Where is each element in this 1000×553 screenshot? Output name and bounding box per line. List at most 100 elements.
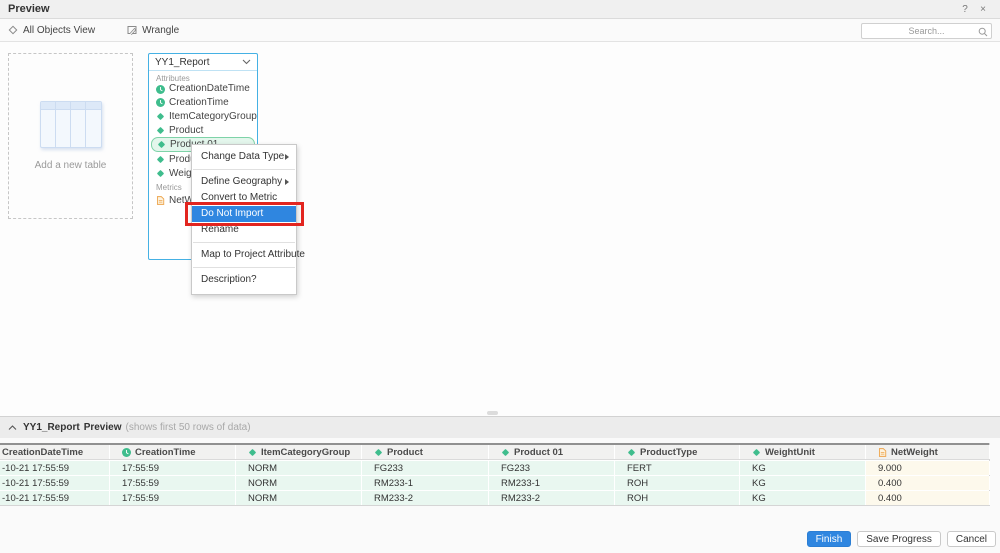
menu-separator bbox=[193, 267, 295, 268]
table-cell: NORM bbox=[236, 461, 362, 475]
table-cell: 0.400 bbox=[866, 491, 990, 505]
cancel-button[interactable]: Cancel bbox=[946, 531, 996, 547]
import-canvas: Add a new table YY1_Report Attributes Cr… bbox=[0, 42, 1000, 416]
dataset-card-title: YY1_Report bbox=[155, 56, 210, 68]
menu-separator bbox=[193, 242, 295, 243]
table-cell: 17:55:59 bbox=[110, 476, 236, 490]
column-header-creationdatetime[interactable]: CreationDateTime bbox=[0, 445, 110, 459]
wrangle-label: Wrangle bbox=[142, 24, 180, 36]
column-header-itemcategorygroup[interactable]: ItemCategoryGroup bbox=[236, 445, 362, 459]
add-new-table-label: Add a new table bbox=[34, 160, 107, 171]
diamond-icon bbox=[752, 448, 761, 457]
column-header-label: CreationTime bbox=[135, 446, 196, 458]
menu-item-rename[interactable]: Rename bbox=[201, 224, 239, 235]
menu-separator bbox=[193, 169, 295, 170]
menu-item-do-not-import[interactable]: Do Not Import bbox=[185, 202, 304, 226]
finish-button[interactable]: Finish bbox=[806, 531, 852, 547]
close-button[interactable]: × bbox=[980, 3, 986, 15]
wrangle-icon bbox=[127, 25, 137, 35]
table-row: -10-21 17:55:59 17:55:59 NORM RM233-1 RM233-… bbox=[0, 476, 990, 490]
menu-item-description-[interactable]: Description? bbox=[201, 274, 257, 285]
search-input[interactable] bbox=[861, 23, 992, 39]
table-cell: FG233 bbox=[489, 461, 615, 475]
table-cell: -10-21 17:55:59 bbox=[0, 461, 110, 475]
search-box bbox=[861, 21, 992, 39]
metric-icon bbox=[156, 195, 165, 205]
column-header-label: Product bbox=[387, 446, 423, 458]
table-row: -10-21 17:55:59 17:55:59 NORM FG233 FG233 FER… bbox=[0, 461, 990, 475]
context-menu: Change Data Type Define Geography Convert … bbox=[185, 144, 305, 295]
column-header-product[interactable]: Product bbox=[362, 445, 489, 459]
save-progress-button[interactable]: Save Progress bbox=[857, 531, 941, 547]
metric-icon bbox=[878, 447, 887, 457]
table-cell: FG233 bbox=[362, 461, 489, 475]
all-objects-view-button[interactable]: All Objects View bbox=[8, 25, 95, 36]
splitter-grip[interactable] bbox=[487, 411, 498, 415]
menu-item-convert-to-metric[interactable]: Convert to Metric bbox=[201, 192, 278, 203]
submenu-arrow-icon bbox=[285, 154, 289, 160]
footer-buttons: Finish Save Progress Cancel bbox=[806, 531, 996, 547]
column-header-label: ItemCategoryGroup bbox=[261, 446, 351, 458]
table-body: -10-21 17:55:59 17:55:59 NORM FG233 FG233 FER… bbox=[0, 461, 990, 505]
menu-item-define-geography[interactable]: Define Geography bbox=[192, 174, 296, 190]
column-header-producttype[interactable]: ProductType bbox=[615, 445, 740, 459]
table-header-row: CreationDateTime CreationTime ItemCategory… bbox=[0, 443, 990, 460]
submenu-arrow-icon bbox=[285, 179, 289, 185]
collapse-chevron-icon[interactable] bbox=[8, 424, 17, 431]
help-button[interactable]: ? bbox=[962, 3, 968, 15]
diamond-icon bbox=[627, 448, 636, 457]
clock-icon bbox=[156, 97, 165, 107]
table-cell: NORM bbox=[236, 476, 362, 490]
attribute-label: ItemCategoryGroup bbox=[169, 110, 257, 122]
wrangle-button[interactable]: Wrangle bbox=[127, 25, 179, 36]
preview-note: (shows first 50 rows of data) bbox=[125, 422, 251, 433]
table-cell: ROH bbox=[615, 476, 740, 490]
attribute-label: Product bbox=[169, 124, 204, 136]
card-attribute-creationdatetime[interactable]: CreationDateTime bbox=[149, 84, 257, 95]
column-header-label: Product 01 bbox=[514, 446, 564, 458]
card-attribute-product[interactable]: Product bbox=[149, 123, 257, 137]
menu-item-map-to-project-attribute[interactable]: Map to Project Attribute bbox=[201, 249, 305, 260]
attribute-label: CreationDateTime bbox=[169, 84, 250, 94]
column-header-creationtime[interactable]: CreationTime bbox=[110, 445, 236, 459]
table-cell: ROH bbox=[615, 491, 740, 505]
column-header-netweight[interactable]: NetWeight bbox=[866, 445, 990, 459]
menu-item-change-data-type[interactable]: Change Data Type bbox=[192, 149, 296, 165]
attributes-section-label: Attributes bbox=[156, 74, 190, 83]
table-placeholder-icon bbox=[39, 101, 102, 148]
card-attribute-creationtime[interactable]: CreationTime bbox=[149, 95, 257, 109]
clock-icon bbox=[156, 85, 165, 94]
column-header-weightunit[interactable]: WeightUnit bbox=[740, 445, 866, 459]
attribute-label: CreationTime bbox=[169, 96, 229, 108]
diamond-icon bbox=[156, 126, 165, 135]
chevron-down-icon[interactable] bbox=[242, 59, 251, 65]
table-cell: KG bbox=[740, 476, 866, 490]
dialog-titlebar: Preview ? × bbox=[0, 0, 1000, 19]
diamond-icon bbox=[501, 448, 510, 457]
column-header-label: ProductType bbox=[640, 446, 698, 458]
preview-label: Preview bbox=[83, 422, 122, 433]
all-objects-view-label: All Objects View bbox=[23, 24, 96, 36]
table-cell: KG bbox=[740, 491, 866, 505]
table-cell: 9.000 bbox=[866, 461, 990, 475]
dataset-card-header[interactable]: YY1_Report bbox=[149, 54, 257, 71]
column-header-label: NetWeight bbox=[891, 446, 938, 458]
diamond-icon bbox=[157, 140, 166, 149]
dialog-title: Preview bbox=[8, 3, 50, 15]
diamond-icon bbox=[248, 448, 257, 457]
diamond-icon bbox=[156, 169, 165, 178]
search-icon[interactable] bbox=[978, 24, 988, 42]
column-header-product-01[interactable]: Product 01 bbox=[489, 445, 615, 459]
preview-data-table: CreationDateTime CreationTime ItemCategory… bbox=[0, 443, 990, 506]
table-cell: RM233-2 bbox=[489, 491, 615, 505]
table-cell: NORM bbox=[236, 491, 362, 505]
add-new-table-dropzone[interactable]: Add a new table bbox=[8, 53, 133, 219]
table-row: -10-21 17:55:59 17:55:59 NORM RM233-2 RM233-… bbox=[0, 491, 990, 505]
table-cell: -10-21 17:55:59 bbox=[0, 476, 110, 490]
preview-table-name: YY1_Report bbox=[23, 422, 80, 433]
diamond-outline-icon bbox=[8, 25, 18, 35]
preview-panel: YY1_Report Preview (shows first 50 rows … bbox=[0, 416, 1000, 553]
table-cell: 17:55:59 bbox=[110, 491, 236, 505]
card-attribute-itemcategorygroup[interactable]: ItemCategoryGroup bbox=[149, 109, 257, 123]
toolbar: All Objects View Wrangle bbox=[0, 19, 1000, 42]
